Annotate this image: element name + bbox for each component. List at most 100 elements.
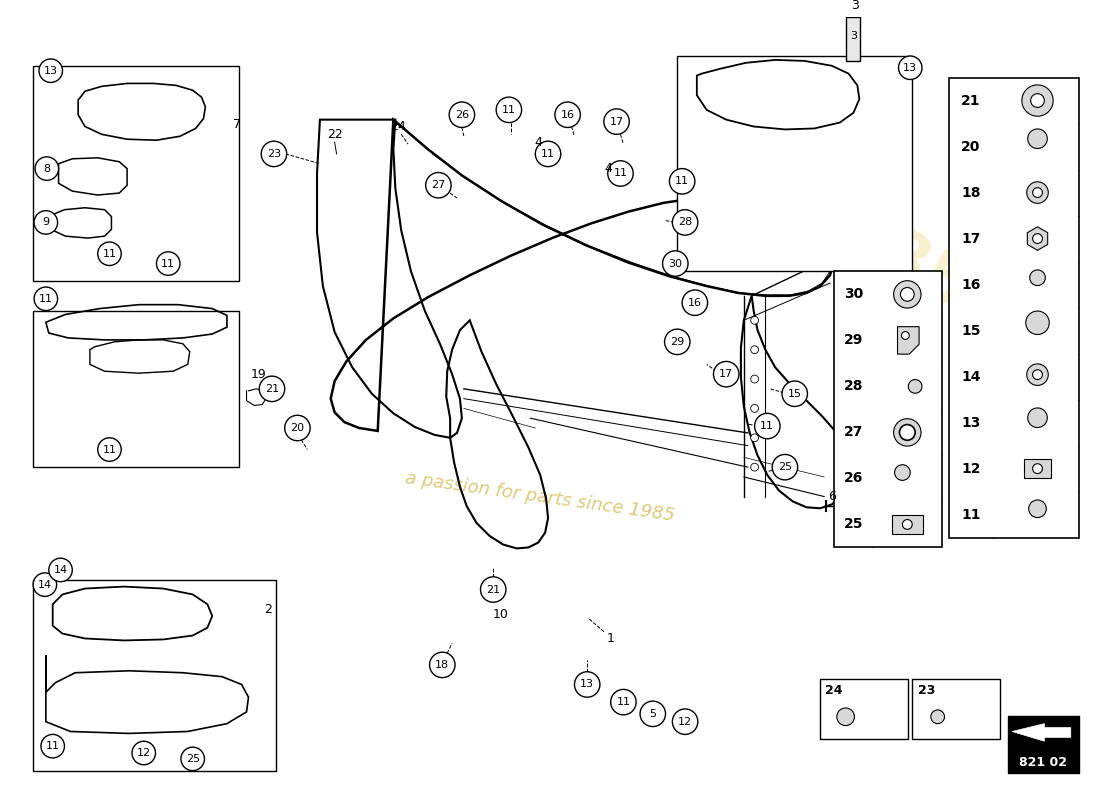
Text: 2: 2 xyxy=(264,602,272,616)
Polygon shape xyxy=(898,326,920,354)
Text: 30: 30 xyxy=(844,287,864,302)
Circle shape xyxy=(900,425,915,440)
Circle shape xyxy=(98,438,121,462)
Text: 14: 14 xyxy=(37,580,52,590)
Text: 12: 12 xyxy=(961,462,981,476)
Circle shape xyxy=(909,379,922,394)
Text: 27: 27 xyxy=(844,426,864,439)
Circle shape xyxy=(714,362,739,387)
Circle shape xyxy=(664,329,690,354)
Text: 12: 12 xyxy=(136,748,151,758)
Text: 3: 3 xyxy=(851,0,859,12)
Circle shape xyxy=(285,415,310,441)
Bar xyxy=(892,514,923,534)
Circle shape xyxy=(640,701,666,726)
Circle shape xyxy=(670,169,695,194)
Text: 13: 13 xyxy=(44,66,57,76)
Circle shape xyxy=(772,454,798,480)
Text: 11: 11 xyxy=(614,169,627,178)
Text: 22: 22 xyxy=(327,128,342,141)
Text: 25: 25 xyxy=(778,462,792,472)
Text: 11: 11 xyxy=(616,697,630,707)
Text: 13: 13 xyxy=(903,62,917,73)
Bar xyxy=(846,17,860,61)
Text: 4: 4 xyxy=(605,162,613,175)
Text: 23: 23 xyxy=(918,684,936,697)
Circle shape xyxy=(1026,311,1049,334)
Circle shape xyxy=(260,376,285,402)
Circle shape xyxy=(902,519,912,530)
Text: 11: 11 xyxy=(961,508,981,522)
Text: 11: 11 xyxy=(162,258,175,269)
Text: 1985: 1985 xyxy=(786,177,980,326)
Text: 10: 10 xyxy=(493,607,509,621)
Circle shape xyxy=(180,747,205,770)
Circle shape xyxy=(1033,188,1043,198)
Text: 23: 23 xyxy=(267,149,280,159)
Bar xyxy=(33,66,239,281)
Text: 5: 5 xyxy=(649,709,657,719)
Text: 6: 6 xyxy=(828,490,836,503)
Bar xyxy=(678,56,912,271)
Circle shape xyxy=(1026,182,1048,203)
Circle shape xyxy=(662,251,688,276)
Polygon shape xyxy=(1012,724,1070,742)
Circle shape xyxy=(750,317,759,324)
Circle shape xyxy=(35,157,58,180)
Text: 28: 28 xyxy=(844,379,864,394)
Circle shape xyxy=(34,210,57,234)
Text: 27: 27 xyxy=(431,180,446,190)
Bar xyxy=(1024,459,1052,478)
Circle shape xyxy=(837,708,855,726)
Circle shape xyxy=(1030,270,1045,286)
Text: 25: 25 xyxy=(844,518,864,531)
Text: 11: 11 xyxy=(541,149,556,159)
Circle shape xyxy=(682,290,707,315)
Text: 821 02: 821 02 xyxy=(1020,756,1067,770)
Text: 16: 16 xyxy=(561,110,574,120)
Bar xyxy=(834,271,942,547)
Text: 11: 11 xyxy=(102,445,117,454)
Text: 13: 13 xyxy=(580,679,594,690)
Circle shape xyxy=(48,558,73,582)
Circle shape xyxy=(1031,94,1044,107)
Text: 29: 29 xyxy=(844,334,864,347)
Circle shape xyxy=(41,734,65,758)
Bar xyxy=(33,310,239,467)
Circle shape xyxy=(894,465,910,480)
Circle shape xyxy=(1026,364,1048,386)
Circle shape xyxy=(750,346,759,354)
Circle shape xyxy=(1033,464,1043,474)
Circle shape xyxy=(1027,129,1047,149)
Circle shape xyxy=(156,252,180,275)
Bar xyxy=(949,78,1079,538)
Circle shape xyxy=(1022,85,1053,116)
Text: 16: 16 xyxy=(961,278,980,291)
Bar xyxy=(1008,716,1079,773)
Circle shape xyxy=(755,414,780,438)
Text: 17: 17 xyxy=(609,117,624,126)
Circle shape xyxy=(750,434,759,442)
Text: 11: 11 xyxy=(675,176,690,186)
Text: 18: 18 xyxy=(436,660,450,670)
Text: 19: 19 xyxy=(251,368,266,381)
Circle shape xyxy=(893,281,921,308)
Circle shape xyxy=(449,102,474,127)
Circle shape xyxy=(608,161,634,186)
Text: 26: 26 xyxy=(844,471,864,486)
Bar xyxy=(821,678,909,739)
Circle shape xyxy=(430,652,455,678)
Circle shape xyxy=(750,405,759,412)
Text: 24: 24 xyxy=(390,120,406,133)
Text: 11: 11 xyxy=(46,741,59,751)
Text: 29: 29 xyxy=(670,337,684,347)
Text: 13: 13 xyxy=(961,416,980,430)
Text: 11: 11 xyxy=(102,249,117,258)
Text: 25: 25 xyxy=(186,754,200,764)
Circle shape xyxy=(426,173,451,198)
Circle shape xyxy=(610,690,636,715)
Circle shape xyxy=(893,418,921,446)
Text: 18: 18 xyxy=(961,186,981,199)
Text: 16: 16 xyxy=(688,298,702,308)
Circle shape xyxy=(481,577,506,602)
